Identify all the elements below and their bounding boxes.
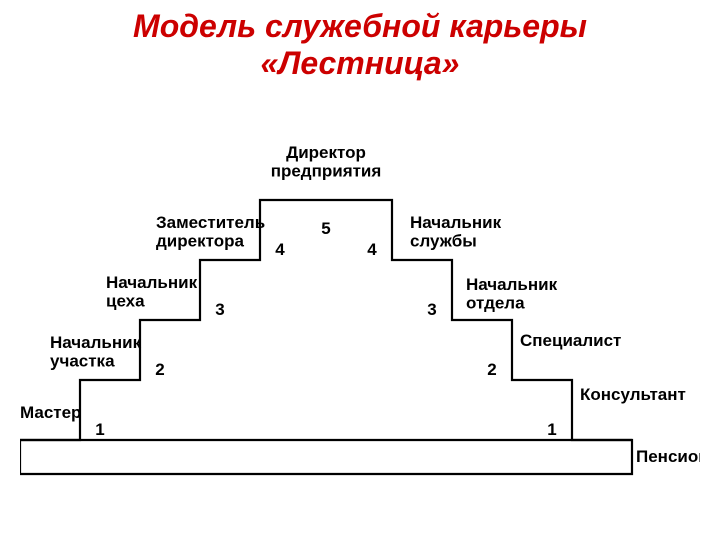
- title-line-2: «Лестница»: [0, 45, 720, 82]
- left-step-label-1: Начальникучастка: [50, 333, 142, 371]
- title-block: Модель служебной карьеры «Лестница»: [0, 8, 720, 82]
- right-step-num-2: 2: [487, 360, 496, 379]
- title-line-1: Модель служебной карьеры: [0, 8, 720, 45]
- top-step-label: Директорпредприятия: [271, 143, 382, 181]
- right-step-num-0: 4: [367, 240, 377, 259]
- right-step-label-3: Консультант: [580, 385, 686, 404]
- right-step-label-0: Начальникслужбы: [410, 213, 502, 251]
- right-step-label-2: Специалист: [520, 331, 621, 350]
- left-step-num-1: 2: [155, 360, 164, 379]
- page: Модель служебной карьеры «Лестница» Маст…: [0, 0, 720, 540]
- left-step-num-3: 4: [275, 240, 285, 259]
- left-step-label-3: Заместительдиректора: [156, 213, 265, 251]
- top-step-num: 5: [321, 219, 330, 238]
- stair-diagram: Мастер 1 Начальникучастка 2 Начальникцеха 3 За…: [20, 100, 700, 520]
- left-step-label-2: Начальникцеха: [106, 273, 198, 311]
- right-step-num-1: 3: [427, 300, 436, 319]
- right-step-num-3: 1: [547, 420, 556, 439]
- left-step-num-2: 3: [215, 300, 224, 319]
- right-step-label-1: Начальникотдела: [466, 275, 558, 313]
- bottom-right-label: Пенсионер: [636, 447, 700, 466]
- left-step-label-0: Мастер: [20, 403, 81, 422]
- left-step-num-0: 1: [95, 420, 104, 439]
